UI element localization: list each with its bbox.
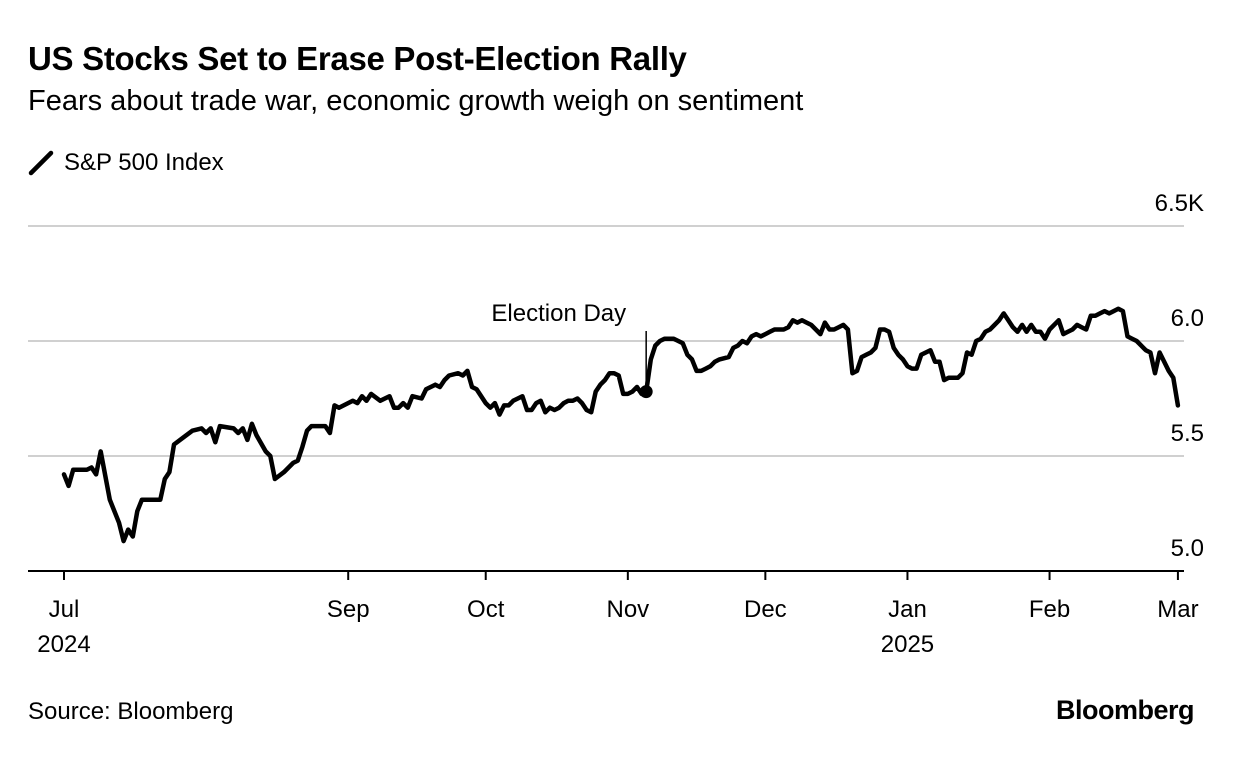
x-tick-year-label: 2024 xyxy=(37,631,90,658)
x-tick-label: Feb xyxy=(1029,596,1070,623)
series-layer xyxy=(61,306,1181,544)
x-tick-label: Oct xyxy=(467,596,505,623)
legend-label: S&P 500 Index xyxy=(64,149,224,176)
x-tick-label: Mar xyxy=(1157,596,1198,623)
series-line-sp500 xyxy=(61,306,1181,544)
annotation-label: Election Day xyxy=(491,300,626,327)
gridlines xyxy=(28,225,1184,457)
x-axis: Jul 2024 Sep Oct Nov Dec Jan 2025 Feb Mar xyxy=(28,570,1199,658)
line-swatch-icon xyxy=(28,150,54,176)
y-tick-label: 6.0 xyxy=(1171,305,1204,332)
y-axis-ticks: 6.5K 6.0 5.5 5.0 xyxy=(1155,190,1204,562)
chart-title: US Stocks Set to Erase Post-Election Ral… xyxy=(28,40,687,77)
source-note: Source: Bloomberg xyxy=(28,698,234,725)
y-tick-label: 5.0 xyxy=(1171,535,1204,562)
x-tick-label: Jan xyxy=(888,596,927,623)
bloomberg-logo: Bloomberg xyxy=(1055,695,1195,725)
chart-subtitle: Fears about trade war, economic growth w… xyxy=(28,85,804,117)
x-tick-label: Nov xyxy=(606,596,649,623)
x-tick-label: Dec xyxy=(744,596,787,623)
x-tick-label: Sep xyxy=(327,596,370,623)
legend: S&P 500 Index xyxy=(28,148,224,178)
election-day-annotation: Election Day xyxy=(491,300,653,399)
y-tick-label: 6.5K xyxy=(1155,190,1204,217)
x-tick-label: Jul xyxy=(49,596,80,623)
x-tick-year-label: 2025 xyxy=(881,631,934,658)
y-tick-label: 5.5 xyxy=(1171,420,1204,447)
